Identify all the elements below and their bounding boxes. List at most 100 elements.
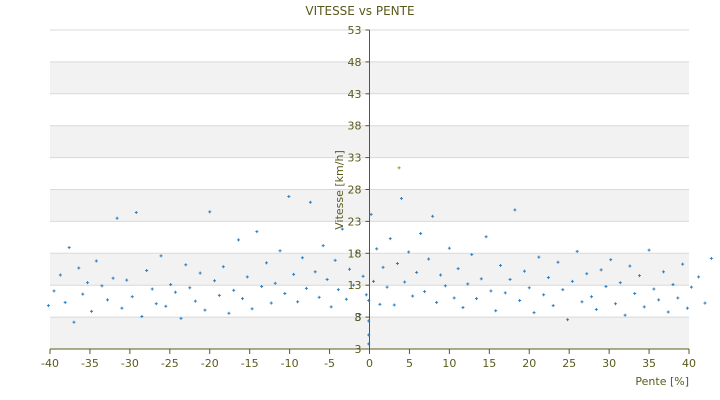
- data-point: [522, 269, 526, 273]
- data-point: [208, 210, 212, 214]
- data-point: [676, 296, 680, 300]
- y-tick-label: 33: [348, 152, 362, 165]
- data-point: [378, 302, 382, 306]
- data-point: [150, 287, 154, 291]
- data-point: [317, 295, 321, 299]
- data-point: [388, 237, 392, 241]
- data-point: [652, 287, 656, 291]
- data-point: [367, 333, 371, 337]
- data-point: [527, 286, 531, 290]
- data-point: [647, 248, 651, 252]
- y-axis-title: Vitesse [km/h]: [333, 150, 346, 230]
- data-point: [255, 230, 259, 234]
- data-point: [551, 304, 555, 308]
- data-point: [395, 262, 399, 266]
- data-point: [115, 216, 119, 220]
- data-point: [484, 235, 488, 239]
- data-point: [145, 269, 149, 273]
- x-tick-label: -25: [161, 357, 179, 370]
- x-tick-label: -15: [241, 357, 259, 370]
- x-tick-label: 35: [642, 357, 656, 370]
- data-point: [86, 281, 90, 285]
- data-point: [154, 302, 158, 306]
- data-point: [452, 296, 456, 300]
- data-point: [344, 297, 348, 301]
- data-point: [661, 270, 665, 274]
- data-point: [585, 272, 589, 276]
- data-point: [561, 288, 565, 292]
- data-point: [385, 285, 389, 289]
- data-point: [494, 309, 498, 313]
- x-tick-label: -5: [324, 357, 335, 370]
- data-point: [333, 258, 337, 262]
- data-point: [217, 293, 221, 297]
- x-tick-labels: -40 -35 -30 -25 -20 -15 -10 -5 0 5 10 15 20 25 30 35 40: [41, 357, 696, 370]
- data-point: [308, 200, 312, 204]
- data-point: [46, 304, 50, 308]
- data-point: [456, 267, 460, 271]
- x-axis-title: Pente [%]: [635, 375, 689, 388]
- y-tick-label: 48: [348, 56, 362, 69]
- data-point: [397, 166, 401, 170]
- data-point: [599, 268, 603, 272]
- data-point: [321, 244, 325, 248]
- data-point: [470, 253, 474, 257]
- data-point: [361, 274, 365, 278]
- data-point: [329, 305, 333, 309]
- data-point: [556, 260, 560, 264]
- data-point: [367, 299, 371, 303]
- data-point: [120, 306, 124, 310]
- data-point: [203, 308, 207, 312]
- x-tick-label: 0: [366, 357, 373, 370]
- data-point: [111, 276, 115, 280]
- data-point: [264, 261, 268, 265]
- y-tick-label: 3: [355, 343, 362, 356]
- data-point: [283, 291, 287, 295]
- data-point: [633, 291, 637, 295]
- data-point: [681, 262, 685, 266]
- data-point: [94, 259, 98, 263]
- data-point: [685, 306, 689, 310]
- data-point: [642, 305, 646, 309]
- y-tick-label: 38: [348, 120, 362, 133]
- y-tick-label: 18: [348, 247, 362, 260]
- data-point: [63, 300, 67, 304]
- data-point: [411, 294, 415, 298]
- data-point: [447, 246, 451, 250]
- data-point: [159, 254, 163, 258]
- data-point: [278, 249, 282, 253]
- data-point: [475, 297, 479, 301]
- x-tick-label: -20: [201, 357, 219, 370]
- y-tick-label: 28: [348, 184, 362, 197]
- data-point: [518, 299, 522, 303]
- data-point: [213, 279, 217, 283]
- data-point: [407, 250, 411, 254]
- data-point: [81, 292, 85, 296]
- data-point: [250, 307, 254, 311]
- x-tick-label: -30: [121, 357, 139, 370]
- data-point: [489, 289, 493, 293]
- data-point: [532, 311, 536, 315]
- data-point: [590, 295, 594, 299]
- data-point: [580, 300, 584, 304]
- data-point: [140, 314, 144, 318]
- data-point: [179, 316, 183, 320]
- data-point: [355, 251, 359, 255]
- data-point: [671, 283, 675, 287]
- data-point: [273, 281, 277, 285]
- data-point: [198, 271, 202, 275]
- data-point: [392, 303, 396, 307]
- data-point: [193, 299, 197, 303]
- x-tick-label: 10: [442, 357, 456, 370]
- data-point: [594, 307, 598, 311]
- data-point: [164, 304, 168, 308]
- data-point: [508, 277, 512, 281]
- data-point: [173, 290, 177, 294]
- data-point: [427, 257, 431, 261]
- x-tick-label: -35: [81, 357, 99, 370]
- data-point: [423, 290, 427, 294]
- data-point: [134, 210, 138, 214]
- data-point: [623, 313, 627, 317]
